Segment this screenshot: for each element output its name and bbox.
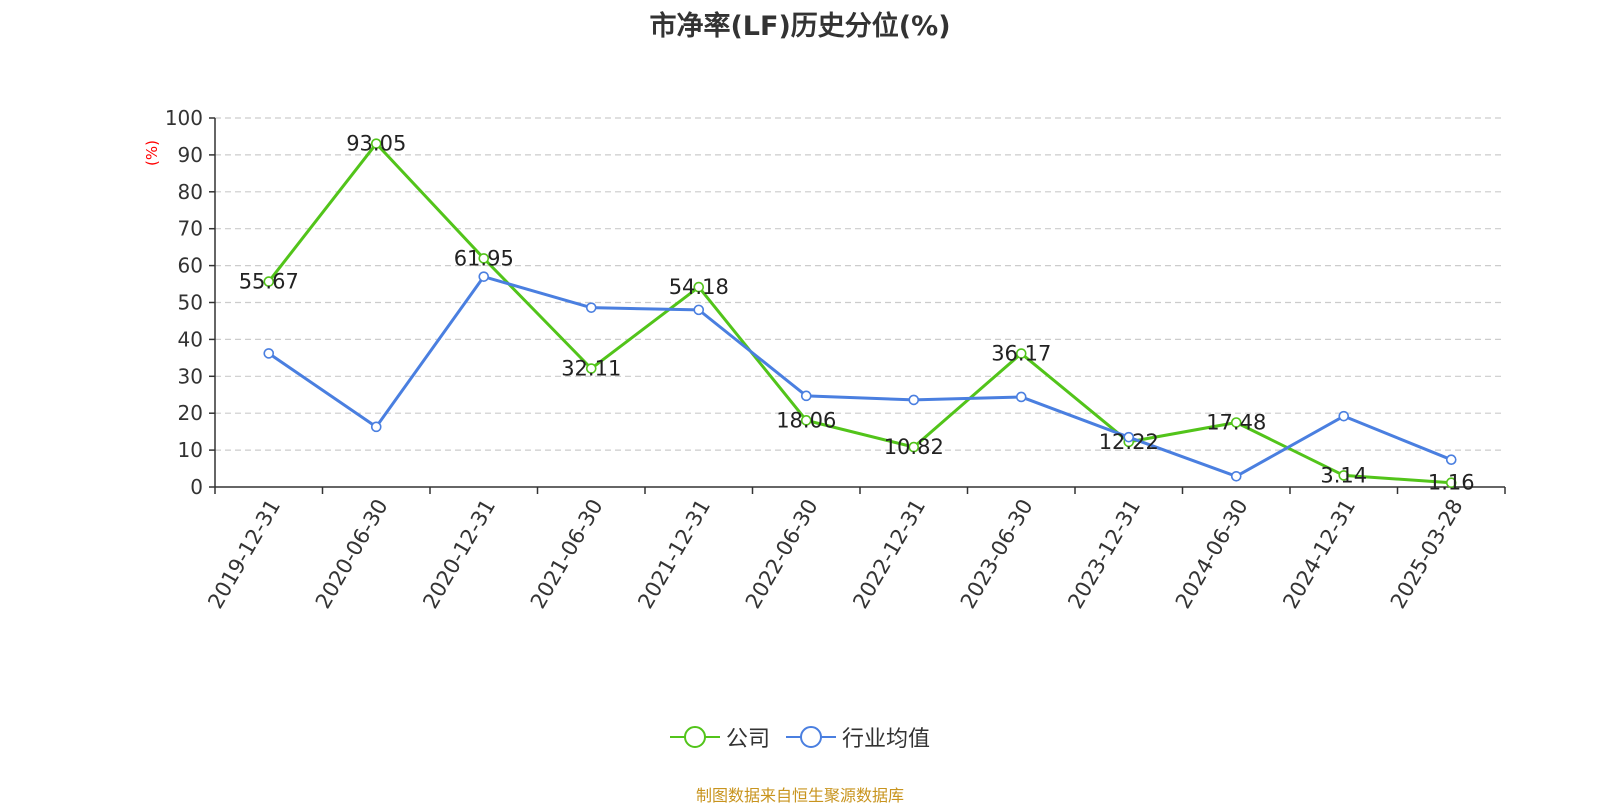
data-point[interactable] (693, 281, 705, 293)
legend-label-industry-average: 行业均值 (842, 727, 931, 752)
data-point[interactable] (370, 138, 382, 149)
data-label: 17.48 (1206, 410, 1266, 434)
data-point[interactable] (263, 348, 275, 359)
x-tick-label: 2021-12-31 (633, 495, 715, 613)
legend-item-company[interactable]: 公司 (669, 721, 770, 753)
data-point[interactable] (263, 276, 275, 287)
data-point[interactable] (585, 363, 597, 374)
x-tick-label: 2021-06-30 (526, 495, 608, 613)
data-point[interactable] (1230, 417, 1242, 428)
data-point[interactable] (478, 271, 490, 282)
y-tick-label: 60 (178, 254, 203, 278)
source-note: 制图数据来自恒生聚源数据库 (695, 786, 904, 805)
data-point[interactable] (1015, 348, 1027, 359)
data-point[interactable] (1445, 454, 1457, 465)
legend-marker-company (669, 726, 720, 748)
data-point[interactable] (1015, 391, 1027, 403)
data-point[interactable] (1123, 431, 1135, 443)
data-point[interactable] (1230, 470, 1242, 482)
x-tick-label: 2020-06-30 (311, 495, 393, 613)
data-point[interactable] (1338, 410, 1350, 422)
legend: 公司 行业均值 (0, 719, 1600, 755)
data-label: 61.95 (454, 246, 514, 270)
data-label: 18.06 (776, 408, 836, 432)
data-label: 55.67 (239, 270, 299, 294)
y-tick-label: 40 (178, 327, 203, 351)
y-tick-label: 90 (178, 143, 203, 167)
data-label: 10.82 (884, 435, 944, 459)
data-label: 12.22 (1099, 430, 1159, 454)
data-label: 32.11 (561, 357, 621, 381)
data-labels: 55.67 93.05 61.95 32.11 54.18 18.06 10.82 36.17… (239, 132, 1475, 495)
y-tick-label: 80 (178, 180, 203, 204)
y-tick-label: 0 (190, 475, 203, 499)
x-tick-label: 2020-12-31 (418, 495, 500, 613)
data-label: 54.18 (669, 275, 729, 299)
x-tick-label: 2024-12-31 (1278, 495, 1360, 613)
y-tick-label: 100 (165, 106, 203, 130)
x-tick-label: 2023-12-31 (1063, 495, 1145, 613)
legend-label-company: 公司 (725, 727, 770, 752)
data-point[interactable] (908, 441, 920, 453)
y-tick-label: 10 (178, 438, 203, 462)
data-label: 3.14 (1320, 463, 1367, 487)
x-tick-label: 2024-06-30 (1171, 495, 1253, 613)
x-tick-label: 2019-12-31 (203, 495, 285, 613)
legend-item-industry-average[interactable]: 行业均值 (786, 721, 930, 753)
x-tick-label: 2022-06-30 (741, 495, 823, 613)
data-point[interactable] (478, 253, 490, 264)
y-tick-label: 30 (178, 364, 203, 388)
data-point[interactable] (908, 394, 920, 406)
data-point[interactable] (1445, 477, 1457, 489)
data-point[interactable] (370, 421, 382, 433)
data-point[interactable] (800, 390, 812, 402)
legend-marker-industry-average (786, 726, 836, 748)
y-axis-label: (%) (143, 140, 161, 166)
data-point[interactable] (1338, 470, 1350, 481)
chart-title: 市净率(LF)历史分位(%) (649, 11, 951, 42)
series (263, 138, 1457, 489)
x-tick-label: 2023-06-30 (956, 495, 1038, 613)
data-label: 1.16 (1428, 471, 1475, 495)
x-tick-label: 2022-12-31 (848, 495, 930, 613)
y-tick-label: 70 (178, 217, 203, 241)
data-label: 36.17 (991, 342, 1051, 366)
y-tick-label: 20 (178, 401, 203, 425)
data-label: 93.05 (346, 132, 406, 156)
data-point[interactable] (585, 302, 597, 313)
x-tick-label: 2025-03-28 (1386, 495, 1468, 613)
data-point[interactable] (693, 304, 705, 316)
series-line-0 (267, 142, 1452, 485)
data-point[interactable] (800, 415, 812, 426)
y-tick-label: 50 (178, 291, 203, 315)
gridlines (215, 117, 1505, 451)
series-line-1 (267, 275, 1452, 478)
